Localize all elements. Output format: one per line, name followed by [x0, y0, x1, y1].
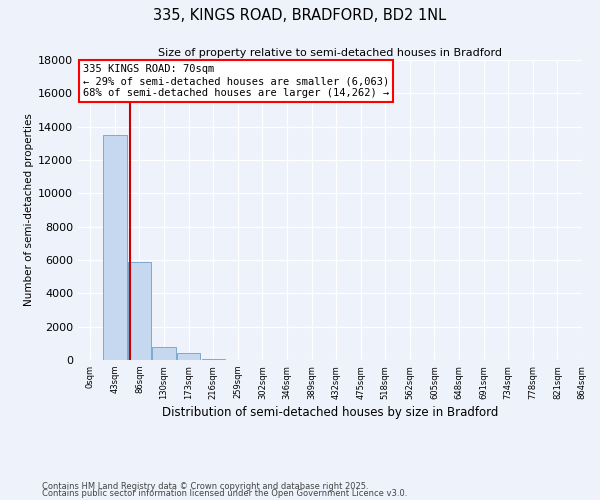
- Bar: [202, 358, 225, 360]
- Bar: [152, 346, 176, 360]
- Bar: [177, 354, 200, 360]
- Text: Contains HM Land Registry data © Crown copyright and database right 2025.: Contains HM Land Registry data © Crown c…: [42, 482, 368, 491]
- Text: Contains public sector information licensed under the Open Government Licence v3: Contains public sector information licen…: [42, 489, 407, 498]
- Text: 335, KINGS ROAD, BRADFORD, BD2 1NL: 335, KINGS ROAD, BRADFORD, BD2 1NL: [154, 8, 446, 22]
- Text: 335 KINGS ROAD: 70sqm
← 29% of semi-detached houses are smaller (6,063)
68% of s: 335 KINGS ROAD: 70sqm ← 29% of semi-deta…: [83, 64, 389, 98]
- X-axis label: Distribution of semi-detached houses by size in Bradford: Distribution of semi-detached houses by …: [162, 406, 498, 419]
- Bar: [128, 262, 151, 360]
- Bar: [103, 135, 127, 360]
- Y-axis label: Number of semi-detached properties: Number of semi-detached properties: [24, 114, 34, 306]
- Title: Size of property relative to semi-detached houses in Bradford: Size of property relative to semi-detach…: [158, 48, 502, 58]
